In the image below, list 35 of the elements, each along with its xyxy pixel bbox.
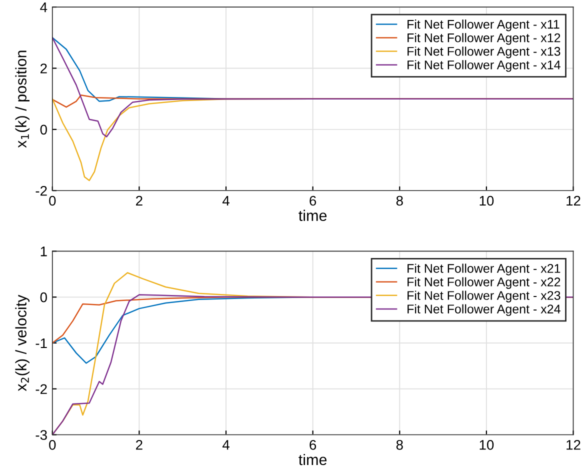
legend-label: Fit Net Follower Agent - x23 bbox=[408, 290, 560, 302]
x-tick-label: 0 bbox=[49, 196, 56, 206]
legend-label: Fit Net Follower Agent - x22 bbox=[408, 277, 560, 289]
x-tick-label: 4 bbox=[222, 196, 230, 206]
x-tick-label: 8 bbox=[396, 196, 403, 206]
x-tick-label: 10 bbox=[480, 440, 494, 450]
x-tick-label: 4 bbox=[222, 440, 230, 450]
x-tick-label: 8 bbox=[396, 440, 403, 450]
y-tick-label: 4 bbox=[40, 2, 48, 12]
x-tick-label: 10 bbox=[480, 196, 494, 206]
y-axis-title: x$_{2}$(k) / velocity bbox=[15, 294, 30, 392]
y-tick-label: 0 bbox=[40, 292, 47, 302]
x-axis-title: time bbox=[298, 454, 327, 466]
y-tick-label: -3 bbox=[36, 430, 47, 440]
legend-label: Fit Net Follower Agent - x21 bbox=[408, 264, 560, 276]
x-tick-label: 2 bbox=[136, 196, 142, 206]
y-tick-label: 1 bbox=[40, 246, 47, 256]
x-tick-label: 12 bbox=[566, 440, 580, 450]
y-axis-title: x$_{1}$(k) / position bbox=[15, 50, 30, 148]
legend-label: Fit Net Follower Agent - x11 bbox=[408, 20, 560, 32]
y-tick-label: -1 bbox=[36, 338, 47, 348]
y-tick-label: 2 bbox=[40, 64, 47, 74]
y-tick-label: -2 bbox=[36, 186, 47, 196]
y-tick-label: 0 bbox=[40, 124, 47, 135]
x-axis-title: time bbox=[298, 210, 327, 222]
legend-label: Fit Net Follower Agent - x12 bbox=[408, 33, 560, 45]
legend-label: Fit Net Follower Agent - x24 bbox=[408, 304, 560, 316]
x-tick-label: 0 bbox=[49, 440, 56, 450]
x-tick-label: 2 bbox=[136, 440, 142, 450]
x-tick-label: 6 bbox=[310, 196, 316, 206]
y-tick-label: -2 bbox=[36, 384, 47, 394]
legend-label: Fit Net Follower Agent - x13 bbox=[408, 46, 560, 58]
x-tick-label: 6 bbox=[310, 440, 316, 450]
x-tick-label: 12 bbox=[566, 196, 580, 206]
legend-label: Fit Net Follower Agent - x14 bbox=[408, 60, 560, 72]
